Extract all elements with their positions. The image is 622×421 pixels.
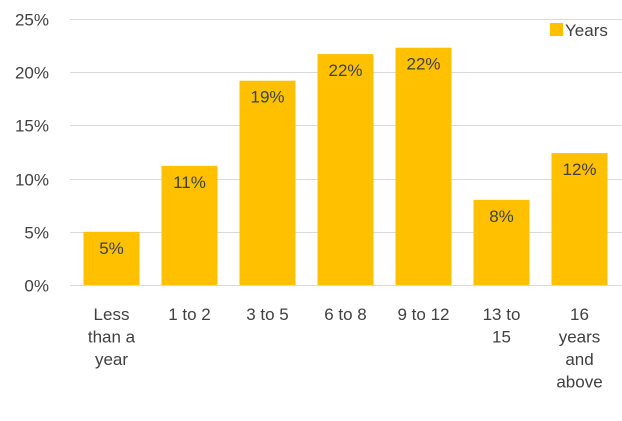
x-tick-label-line: years (559, 328, 601, 347)
x-tick-label-line: year (95, 350, 128, 369)
x-tick-label-line: 9 to 12 (398, 305, 450, 324)
x-tick-label: 9 to 12 (398, 305, 450, 324)
bars (83, 47, 608, 286)
data-label: 5% (99, 239, 124, 258)
x-tick-label-line: 3 to 5 (246, 305, 289, 324)
y-tick-label: 0% (24, 277, 49, 296)
x-tick-label-line: and (565, 350, 593, 369)
x-tick-label: 13 to 15 (483, 305, 521, 347)
bar (161, 165, 218, 285)
y-tick-label: 25% (15, 11, 49, 30)
x-axis-ticks: Less than a year 1 to 2 3 to 5 6 to 8 9 to 12 1… (88, 305, 603, 392)
data-label: 19% (250, 88, 284, 107)
x-tick-label-line: above (556, 373, 602, 392)
bar (239, 80, 296, 285)
x-tick-label-line: than a (88, 328, 136, 347)
y-tick-label: 15% (15, 117, 49, 136)
y-tick-label: 5% (24, 224, 49, 243)
x-tick-label: 6 to 8 (324, 305, 367, 324)
x-tick-label-line: 16 (570, 305, 589, 324)
data-labels: 5% 11% 19% 22% 22% 8% 12% (99, 55, 596, 258)
bar (83, 231, 140, 285)
y-tick-label: 20% (15, 64, 49, 83)
x-tick-label-line: 13 to (483, 305, 521, 324)
data-label: 8% (489, 207, 514, 226)
x-tick-label: 1 to 2 (168, 305, 211, 324)
bar (317, 54, 374, 285)
bar (473, 199, 530, 285)
data-label: 11% (173, 173, 206, 192)
y-axis-ticks: 0% 5% 10% 15% 20% 25% (15, 11, 49, 296)
data-label: 22% (328, 61, 362, 80)
x-tick-label-line: 15 (492, 328, 511, 347)
x-tick-label-line: Less (94, 305, 130, 324)
legend-label: Years (565, 21, 608, 40)
x-tick-label-line: 1 to 2 (168, 305, 211, 324)
bar (551, 153, 608, 285)
data-label: 12% (562, 160, 596, 179)
x-tick-label: 16 years and above (556, 305, 602, 392)
x-tick-label-line: 6 to 8 (324, 305, 367, 324)
data-label: 22% (406, 55, 440, 74)
x-tick-label: Less than a year (88, 305, 136, 369)
bar (395, 47, 452, 286)
legend: Years (550, 21, 608, 40)
x-tick-label: 3 to 5 (246, 305, 289, 324)
y-tick-label: 10% (15, 171, 49, 190)
legend-swatch (550, 23, 563, 36)
